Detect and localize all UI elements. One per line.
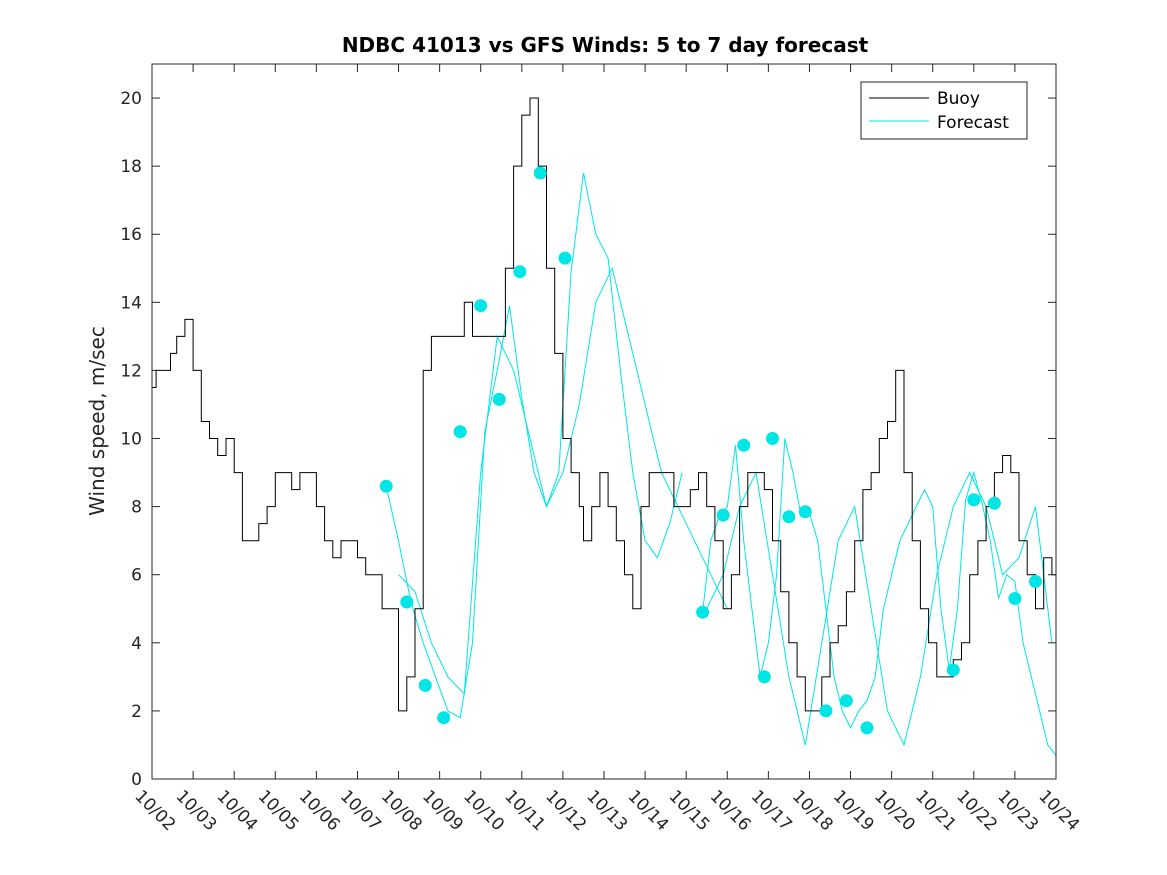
forecast-line-4 — [706, 470, 1053, 747]
forecast-marker — [987, 496, 1001, 510]
forecast-marker — [400, 595, 414, 609]
x-tick-label: 10/11 — [500, 786, 549, 835]
forecast-marker — [757, 670, 771, 684]
forecast-marker — [696, 605, 710, 619]
forecast-marker — [860, 721, 874, 735]
forecast-marker — [418, 678, 432, 692]
x-tick-label: 10/22 — [952, 786, 1001, 835]
forecast-marker — [492, 392, 506, 406]
forecast-line-2 — [398, 266, 728, 696]
y-axis: 0 2 4 6 8 10 12 14 16 18 20 — [120, 89, 1056, 790]
x-tick-label: 10/03 — [172, 786, 221, 835]
y-tick-label: 14 — [120, 293, 142, 313]
y-tick-label: 18 — [120, 157, 142, 177]
x-tick-label: 10/02 — [130, 786, 179, 835]
forecast-marker — [437, 711, 451, 725]
x-axis: 10/0210/0310/0410/0510/0610/0710/0810/09… — [130, 64, 1083, 835]
forecast-marker — [533, 166, 547, 180]
buoy-line — [152, 97, 1057, 712]
x-tick-label: 10/09 — [418, 786, 467, 835]
x-tick-label: 10/14 — [624, 786, 673, 835]
legend-box — [860, 81, 1028, 140]
forecast-marker — [716, 508, 730, 522]
forecast-marker — [513, 265, 527, 279]
y-tick-label: 6 — [131, 566, 142, 586]
forecast-marker — [1029, 575, 1042, 588]
forecast-marker — [558, 251, 572, 265]
x-tick-label: 10/23 — [993, 786, 1042, 835]
y-tick-label: 12 — [120, 361, 142, 381]
x-tick-label: 10/13 — [582, 786, 631, 835]
forecast-marker — [782, 510, 796, 524]
forecast-line-3 — [702, 438, 1057, 756]
x-tick-label: 10/20 — [870, 786, 919, 835]
x-tick-label: 10/24 — [1034, 786, 1083, 835]
plot-area — [151, 63, 1057, 780]
y-tick-label: 16 — [120, 225, 142, 245]
y-tick-label: 10 — [120, 430, 142, 450]
x-tick-label: 10/19 — [829, 786, 878, 835]
legend-forecast-label: Forecast — [937, 113, 1009, 133]
forecast-marker — [737, 438, 751, 452]
y-tick-label: 2 — [131, 702, 142, 722]
x-tick-label: 10/04 — [213, 786, 262, 835]
x-tick-label: 10/18 — [788, 786, 837, 835]
forecast-marker — [967, 493, 981, 507]
y-axis-label: Wind speed, m/sec — [85, 326, 109, 516]
forecast-marker — [453, 425, 467, 439]
forecast-marker — [839, 694, 853, 708]
y-tick-label: 0 — [131, 770, 142, 790]
x-tick-label: 10/15 — [665, 786, 714, 835]
y-tick-label: 4 — [131, 634, 142, 654]
y-tick-label: 20 — [120, 89, 142, 109]
forecast-marker — [946, 663, 960, 677]
legend: Buoy Forecast — [860, 81, 1028, 140]
x-tick-label: 10/07 — [336, 786, 385, 835]
forecast-marker — [766, 432, 779, 445]
x-tick-label: 10/16 — [706, 786, 755, 835]
chart-title: NDBC 41013 vs GFS Winds: 5 to 7 day fore… — [342, 33, 869, 57]
forecast-marker — [798, 505, 812, 519]
x-tick-label: 10/21 — [911, 786, 960, 835]
x-tick-label: 10/05 — [254, 786, 303, 835]
x-tick-label: 10/08 — [377, 786, 426, 835]
forecast-marker — [474, 299, 488, 313]
forecast-marker — [1008, 592, 1022, 605]
forecast-marker — [379, 479, 393, 493]
x-tick-label: 10/17 — [747, 786, 796, 835]
x-tick-label: 10/10 — [459, 786, 508, 835]
x-tick-label: 10/12 — [541, 786, 590, 835]
legend-buoy-label: Buoy — [937, 89, 980, 109]
forecast-line-1 — [385, 172, 683, 719]
forecast-marker — [819, 704, 833, 718]
x-tick-label: 10/06 — [295, 786, 344, 835]
y-tick-label: 8 — [131, 498, 142, 518]
